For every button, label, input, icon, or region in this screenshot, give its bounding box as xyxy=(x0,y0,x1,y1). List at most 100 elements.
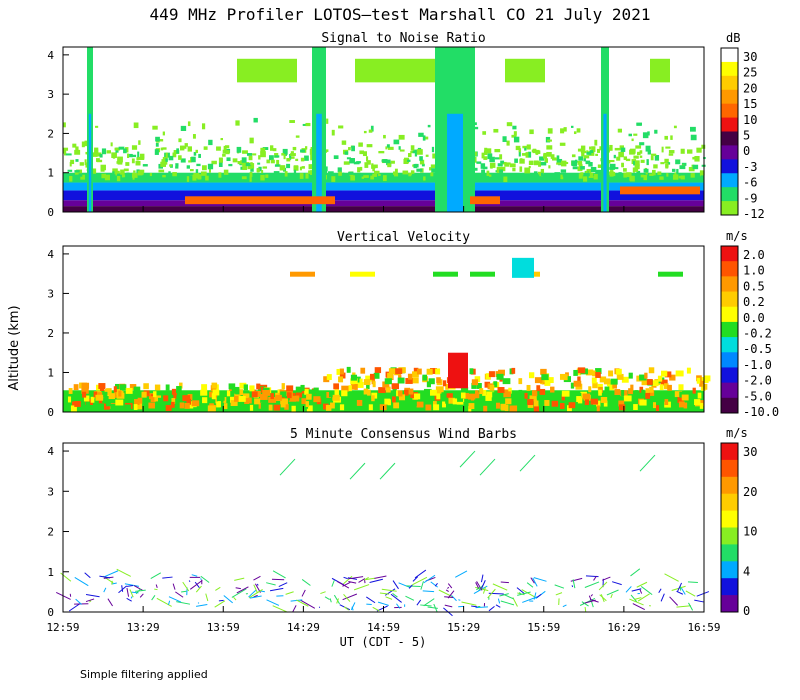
wind-barb xyxy=(455,570,468,578)
vv-cell xyxy=(170,401,175,408)
colorbar-swatch xyxy=(721,131,738,146)
vv-cell xyxy=(110,403,118,410)
snr-cell xyxy=(220,138,224,141)
wind-barb xyxy=(392,580,399,590)
snr-cell xyxy=(226,157,231,162)
vv-cell xyxy=(356,381,364,388)
snr-layer xyxy=(237,58,297,83)
snr-cell xyxy=(270,159,275,164)
vv-cell xyxy=(563,374,568,381)
snr-cell xyxy=(284,171,288,177)
vv-cell xyxy=(341,385,350,392)
snr-cell xyxy=(645,145,651,152)
snr-cell xyxy=(373,164,378,169)
snr-cell xyxy=(131,145,138,150)
snr-cell xyxy=(518,151,521,157)
wind-barb xyxy=(249,595,262,599)
snr-cell xyxy=(700,174,704,180)
snr-cell xyxy=(690,173,695,178)
snr-cell xyxy=(571,160,578,166)
snr-cell xyxy=(72,143,77,148)
wind-barb xyxy=(124,583,140,587)
vv-cell xyxy=(536,385,541,392)
vv-cell xyxy=(550,386,555,393)
vv-cell xyxy=(291,405,296,412)
snr-cell xyxy=(607,147,611,151)
wind-barb xyxy=(427,606,438,609)
vv-cell xyxy=(614,389,621,395)
snr-cell xyxy=(372,166,375,172)
snr-cell xyxy=(393,171,397,175)
snr-cell xyxy=(138,140,141,145)
snr-cell xyxy=(611,172,616,177)
wind-barb xyxy=(111,582,117,585)
wind-barb xyxy=(364,577,375,581)
snr-cell xyxy=(647,149,651,155)
vv-cell xyxy=(313,387,319,394)
vv-cell xyxy=(612,382,617,389)
snr-cell xyxy=(123,148,127,154)
vv-cell xyxy=(561,394,565,401)
wind-barb xyxy=(398,582,411,588)
vv-cell xyxy=(485,395,492,401)
vv-cell xyxy=(211,382,218,389)
snr-cell xyxy=(561,176,564,180)
vv-upper xyxy=(470,271,495,277)
snr-cell xyxy=(242,164,248,171)
vv-cell xyxy=(260,402,267,409)
colorbar-label: 2.0 xyxy=(743,248,765,262)
vv-cell xyxy=(696,377,701,384)
snr-cell xyxy=(250,167,254,172)
colorbar-label: -0.2 xyxy=(743,327,772,341)
snr-cell xyxy=(506,122,513,127)
vv-cell xyxy=(286,385,294,392)
snr-cell xyxy=(430,164,437,169)
snr-cell xyxy=(430,172,434,177)
vv-cell xyxy=(596,405,600,412)
vv-updraft xyxy=(448,352,468,389)
wind-barb xyxy=(349,462,366,480)
snr-cell xyxy=(489,156,495,163)
snr-cell xyxy=(279,165,286,171)
wind-barb xyxy=(236,586,249,594)
snr-cell xyxy=(687,149,693,154)
vv-cell xyxy=(531,390,538,397)
panel-2: Vertical Velocity 0 1 2 3 4 m/s 2.0 1.00.5 0.2 0.0… xyxy=(47,229,779,419)
snr-cell xyxy=(95,125,99,128)
snr-cell xyxy=(653,164,658,169)
snr-cell xyxy=(608,159,615,163)
vv-cell xyxy=(165,405,172,411)
snr-cell xyxy=(633,133,638,136)
vv-cell xyxy=(603,400,608,407)
snr-cell xyxy=(525,152,529,158)
snr-cell xyxy=(178,138,182,143)
snr-cell xyxy=(487,153,493,160)
colorbar-swatch xyxy=(721,201,738,216)
wind-barb xyxy=(188,580,191,582)
snr-cell xyxy=(692,156,697,160)
snr-cell xyxy=(645,174,650,180)
wind-barb xyxy=(500,600,515,606)
snr-cell xyxy=(623,172,627,178)
wind-barb xyxy=(253,594,258,598)
panel-title: Signal to Noise Ratio xyxy=(321,31,485,46)
vv-cell xyxy=(576,396,582,402)
vv-cell xyxy=(339,372,346,379)
snr-cell xyxy=(404,157,410,164)
vv-cell xyxy=(411,377,419,384)
vv-cell xyxy=(256,383,261,390)
snr-warm xyxy=(185,196,335,205)
snr-cell xyxy=(338,125,344,129)
vv-cell xyxy=(281,383,285,390)
snr-cell xyxy=(631,138,634,142)
snr-cell xyxy=(305,146,308,150)
vv-cell xyxy=(435,368,441,375)
vv-cell xyxy=(533,405,541,412)
wind-barb xyxy=(377,601,390,606)
snr-cell xyxy=(81,141,85,148)
snr-cell xyxy=(260,147,266,153)
vv-cell xyxy=(483,405,488,412)
wind-barb xyxy=(118,585,127,594)
x-tick-label: 16:29 xyxy=(607,621,640,634)
snr-cell xyxy=(699,170,705,176)
